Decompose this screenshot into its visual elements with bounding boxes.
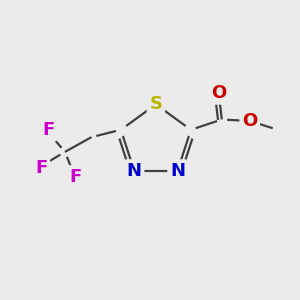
Text: S: S xyxy=(149,95,162,113)
Text: F: F xyxy=(69,168,81,186)
Text: N: N xyxy=(170,162,185,180)
Text: O: O xyxy=(211,84,226,102)
Text: F: F xyxy=(43,121,55,139)
Text: O: O xyxy=(242,112,257,130)
Text: F: F xyxy=(35,159,47,177)
Text: N: N xyxy=(127,162,142,180)
